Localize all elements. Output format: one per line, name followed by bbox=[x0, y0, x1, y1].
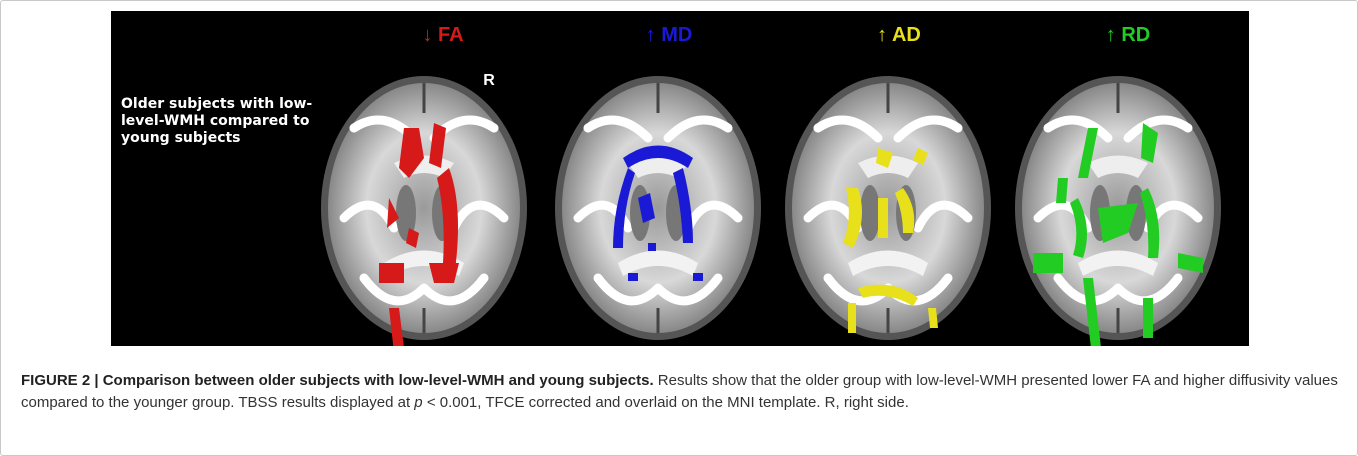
caption-symbol: p bbox=[414, 394, 422, 411]
panel-label: ↑ AD bbox=[877, 24, 921, 46]
panel-label: ↓ FA bbox=[422, 24, 463, 46]
figure-image: ↓ FA ↑ MD ↑ AD ↑ RD R bbox=[111, 11, 1249, 346]
panel-label: ↑ RD bbox=[1106, 24, 1150, 46]
caption-text: < 0.001, TFCE corrected and overlaid on … bbox=[427, 394, 909, 411]
side-label: R bbox=[483, 72, 495, 89]
caption-title: FIGURE 2 | Comparison between older subj… bbox=[21, 372, 654, 389]
panel-label: ↑ MD bbox=[646, 24, 693, 46]
figure-page: ↓ FA ↑ MD ↑ AD ↑ RD R Older subjects wit… bbox=[0, 0, 1358, 456]
figure-caption: FIGURE 2 | Comparison between older subj… bbox=[21, 370, 1339, 414]
group-label: Older subjects with low-level-WMH compar… bbox=[121, 96, 336, 147]
